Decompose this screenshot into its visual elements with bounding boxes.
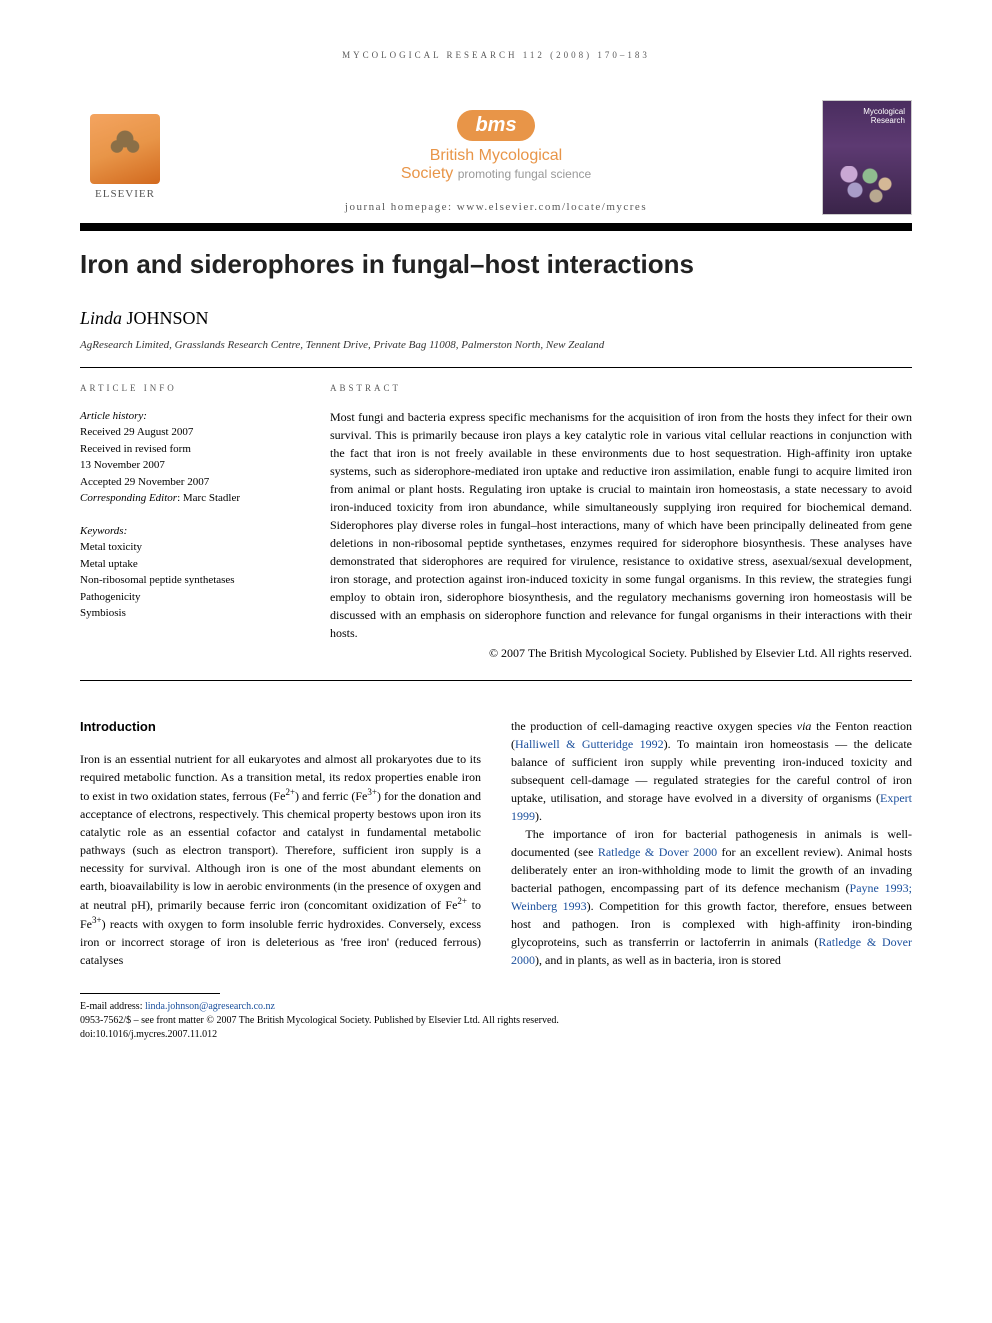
- text-run: ), and in plants, as well as in bacteria…: [535, 953, 781, 967]
- elsevier-wordmark: ELSEVIER: [95, 188, 155, 200]
- journal-cover-thumbnail: Mycological Research: [822, 100, 912, 215]
- journal-header: ELSEVIER bms British Mycological Society…: [80, 100, 912, 215]
- cover-title-1: Mycological: [863, 107, 905, 116]
- section-heading-introduction: Introduction: [80, 717, 481, 737]
- article-info-heading: ARTICLE INFO: [80, 382, 290, 396]
- text-run: the production of cell-damaging reactive…: [511, 719, 797, 733]
- keyword: Metal uptake: [80, 556, 290, 573]
- superscript: 3+: [367, 787, 377, 797]
- italic-run: via: [797, 719, 812, 733]
- author-given-name: Linda: [80, 308, 122, 328]
- elsevier-tree-icon: [90, 114, 160, 184]
- title-divider-bar: [80, 223, 912, 231]
- elsevier-logo: ELSEVIER: [80, 100, 170, 200]
- body-paragraph: The importance of iron for bacterial pat…: [511, 825, 912, 969]
- email-link[interactable]: linda.johnson@agresearch.co.nz: [145, 1001, 275, 1012]
- info-abstract-row: ARTICLE INFO Article history: Received 2…: [80, 368, 912, 680]
- accepted-date: Accepted 29 November 2007: [80, 474, 290, 491]
- history-label: Article history:: [80, 408, 290, 425]
- author-affiliation: AgResearch Limited, Grasslands Research …: [80, 339, 912, 351]
- body-paragraph: the production of cell-damaging reactive…: [511, 717, 912, 825]
- superscript: 2+: [285, 787, 295, 797]
- abstract-column: ABSTRACT Most fungi and bacteria express…: [330, 382, 912, 662]
- cover-title: Mycological Research: [863, 107, 905, 125]
- cover-artwork-icon: [837, 166, 897, 206]
- body-column-left: Introduction Iron is an essential nutrie…: [80, 717, 481, 970]
- keyword: Pathogenicity: [80, 589, 290, 606]
- page-footer: E-mail address: linda.johnson@agresearch…: [80, 993, 912, 1042]
- journal-homepage-link[interactable]: journal homepage: www.elsevier.com/locat…: [170, 201, 822, 213]
- society-sub: Society: [401, 165, 453, 182]
- front-matter-line: 0953-7562/$ – see front matter © 2007 Th…: [80, 1014, 912, 1028]
- corresponding-value: : Marc Stadler: [177, 492, 240, 504]
- superscript: 3+: [92, 915, 102, 925]
- society-branding: bms British Mycological Society promotin…: [170, 100, 822, 213]
- received-date: Received 29 August 2007: [80, 424, 290, 441]
- keyword: Metal toxicity: [80, 539, 290, 556]
- article-title: Iron and siderophores in fungal–host int…: [80, 249, 912, 280]
- keywords-label: Keywords:: [80, 523, 290, 540]
- text-run: ) reacts with oxygen to form insoluble f…: [80, 917, 481, 967]
- doi-line: doi:10.1016/j.mycres.2007.11.012: [80, 1028, 912, 1042]
- footer-rule: [80, 993, 220, 994]
- body-text: Introduction Iron is an essential nutrie…: [80, 717, 912, 970]
- bms-logo-icon: bms: [457, 110, 534, 141]
- abstract-copyright: © 2007 The British Mycological Society. …: [330, 644, 912, 662]
- email-label: E-mail address:: [80, 1001, 145, 1012]
- running-header: MYCOLOGICAL RESEARCH 112 (2008) 170–183: [80, 50, 912, 60]
- citation-link[interactable]: Halliwell & Gutteridge 1992: [515, 737, 664, 751]
- cover-title-2: Research: [871, 116, 905, 125]
- author-surname: JOHNSON: [127, 308, 209, 328]
- rule-bottom: [80, 680, 912, 681]
- keywords-block: Keywords: Metal toxicity Metal uptake No…: [80, 523, 290, 622]
- abstract-heading: ABSTRACT: [330, 382, 912, 396]
- email-line: E-mail address: linda.johnson@agresearch…: [80, 1000, 912, 1014]
- corresponding-label: Corresponding Editor: [80, 492, 177, 504]
- text-run: ).: [535, 809, 542, 823]
- corresponding-editor: Corresponding Editor: Marc Stadler: [80, 490, 290, 507]
- body-column-right: the production of cell-damaging reactive…: [511, 717, 912, 970]
- citation-link[interactable]: Ratledge & Dover 2000: [598, 845, 717, 859]
- society-name: British Mycological: [430, 147, 562, 164]
- text-run: ) for the donation and acceptance of ele…: [80, 789, 481, 912]
- superscript: 2+: [457, 896, 467, 906]
- keyword: Non-ribosomal peptide synthetases: [80, 572, 290, 589]
- revised-date: 13 November 2007: [80, 457, 290, 474]
- article-info-column: ARTICLE INFO Article history: Received 2…: [80, 382, 290, 662]
- body-paragraph: Iron is an essential nutrient for all eu…: [80, 750, 481, 969]
- society-tagline: promoting fungal science: [458, 167, 591, 181]
- society-name-line: British Mycological Society promoting fu…: [170, 147, 822, 183]
- keyword: Symbiosis: [80, 605, 290, 622]
- text-run: ) and ferric (Fe: [295, 789, 367, 803]
- author-line: Linda JOHNSON: [80, 308, 912, 329]
- revised-label: Received in revised form: [80, 441, 290, 458]
- abstract-text: Most fungi and bacteria express specific…: [330, 408, 912, 642]
